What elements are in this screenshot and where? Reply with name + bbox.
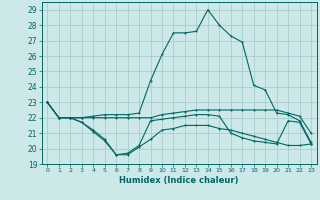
X-axis label: Humidex (Indice chaleur): Humidex (Indice chaleur) — [119, 176, 239, 185]
